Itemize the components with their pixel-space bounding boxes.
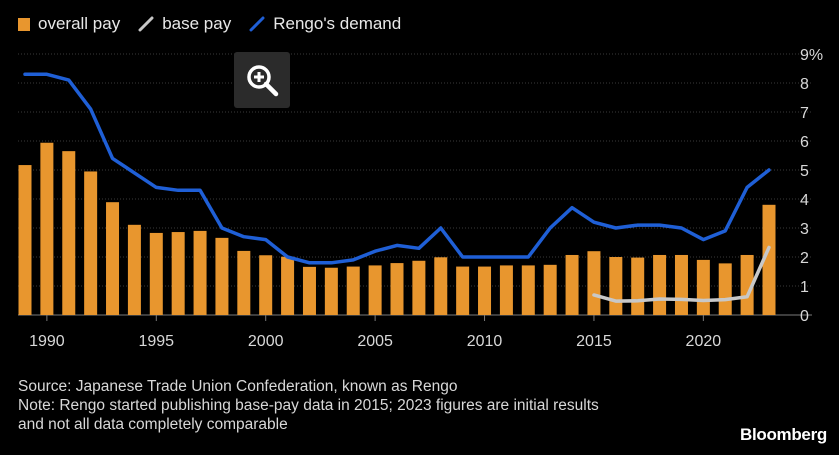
line-rengo-demand [23, 72, 771, 265]
y-tick-label: 1 [800, 279, 809, 296]
bar-overall-pay [390, 263, 404, 315]
legend: overall pay base pay Rengo's demand [18, 14, 401, 34]
y-tick-label: 7 [800, 105, 809, 122]
bar-overall-pay [368, 265, 382, 315]
y-tick-label: 0 [800, 308, 809, 325]
y-tick-label: 5 [800, 163, 809, 180]
legend-item-overall-pay: overall pay [18, 14, 120, 34]
line-base-pay [592, 245, 771, 303]
data-note-line-1: Note: Rengo started publishing base-pay … [18, 397, 599, 414]
bar-overall-pay [18, 165, 32, 315]
footer: Source: Japanese Trade Union Confederati… [18, 377, 599, 434]
x-tick-label: 2020 [686, 333, 722, 350]
x-tick-label: 2010 [467, 333, 503, 350]
data-note-line-2: and not all data completely comparable [18, 416, 288, 433]
legend-label-overall-pay: overall pay [38, 14, 121, 33]
x-tick-label: 1995 [138, 333, 174, 350]
bar-overall-pay [521, 265, 535, 315]
y-tick-label: 8 [800, 76, 809, 93]
bar-overall-pay [587, 251, 601, 315]
zoom-in-icon [247, 65, 279, 97]
bar-overall-pay [259, 255, 273, 315]
bar-overall-pay [456, 266, 470, 315]
bar-overall-pay [653, 254, 667, 315]
bar-overall-pay [215, 237, 229, 315]
y-tick-label: 3 [800, 221, 809, 238]
legend-label-base-pay: base pay [162, 14, 232, 33]
bar-overall-pay [412, 260, 426, 315]
bar-overall-pay [565, 254, 579, 315]
x-tick-label: 2015 [576, 333, 612, 350]
bar-overall-pay [346, 266, 360, 315]
bar-overall-pay [543, 264, 557, 315]
bar-overall-pay [631, 257, 645, 315]
bar-overall-pay [434, 257, 448, 315]
legend-swatch-overall-pay [18, 17, 30, 31]
bar-overall-pay [106, 202, 120, 315]
bar-overall-pay [696, 259, 710, 315]
source-note: Source: Japanese Trade Union Confederati… [18, 378, 458, 395]
bar-overall-pay [84, 171, 98, 315]
bar-overall-pay [302, 266, 316, 315]
x-tick-label: 1990 [29, 333, 65, 350]
bar-overall-pay [674, 254, 688, 315]
bar-overall-pay [149, 232, 163, 315]
x-tick-label: 2000 [248, 333, 284, 350]
legend-swatch-rengo-demand [249, 16, 265, 32]
zoom-button[interactable] [234, 52, 290, 108]
legend-item-rengo-demand: Rengo's demand [249, 14, 401, 34]
x-tick-label: 2005 [357, 333, 393, 350]
bar-overall-pay [718, 263, 732, 315]
bar-overall-pay [40, 142, 54, 315]
y-tick-label: 6 [800, 134, 809, 151]
bar-overall-pay [171, 232, 185, 315]
bar-overall-pay [499, 265, 513, 315]
bar-overall-pay [62, 151, 76, 315]
bloomberg-logo: Bloomberg [739, 425, 827, 444]
bar-overall-pay [237, 250, 251, 315]
bar-overall-pay [324, 267, 338, 315]
bar-overall-pay [281, 256, 295, 315]
bar-overall-pay [609, 257, 623, 315]
bar-overall-pay [193, 230, 207, 315]
y-tick-label: 4 [800, 192, 809, 209]
bar-overall-pay [127, 224, 141, 315]
bar-overall-pay [478, 266, 492, 315]
bar-overall-pay [762, 204, 776, 315]
bar-overall-pay [740, 254, 754, 315]
y-tick-label: 2 [800, 250, 809, 267]
legend-label-rengo-demand: Rengo's demand [273, 14, 402, 33]
y-tick-label: 9% [800, 47, 823, 64]
legend-swatch-base-pay [138, 16, 154, 32]
legend-item-base-pay: base pay [138, 14, 231, 34]
